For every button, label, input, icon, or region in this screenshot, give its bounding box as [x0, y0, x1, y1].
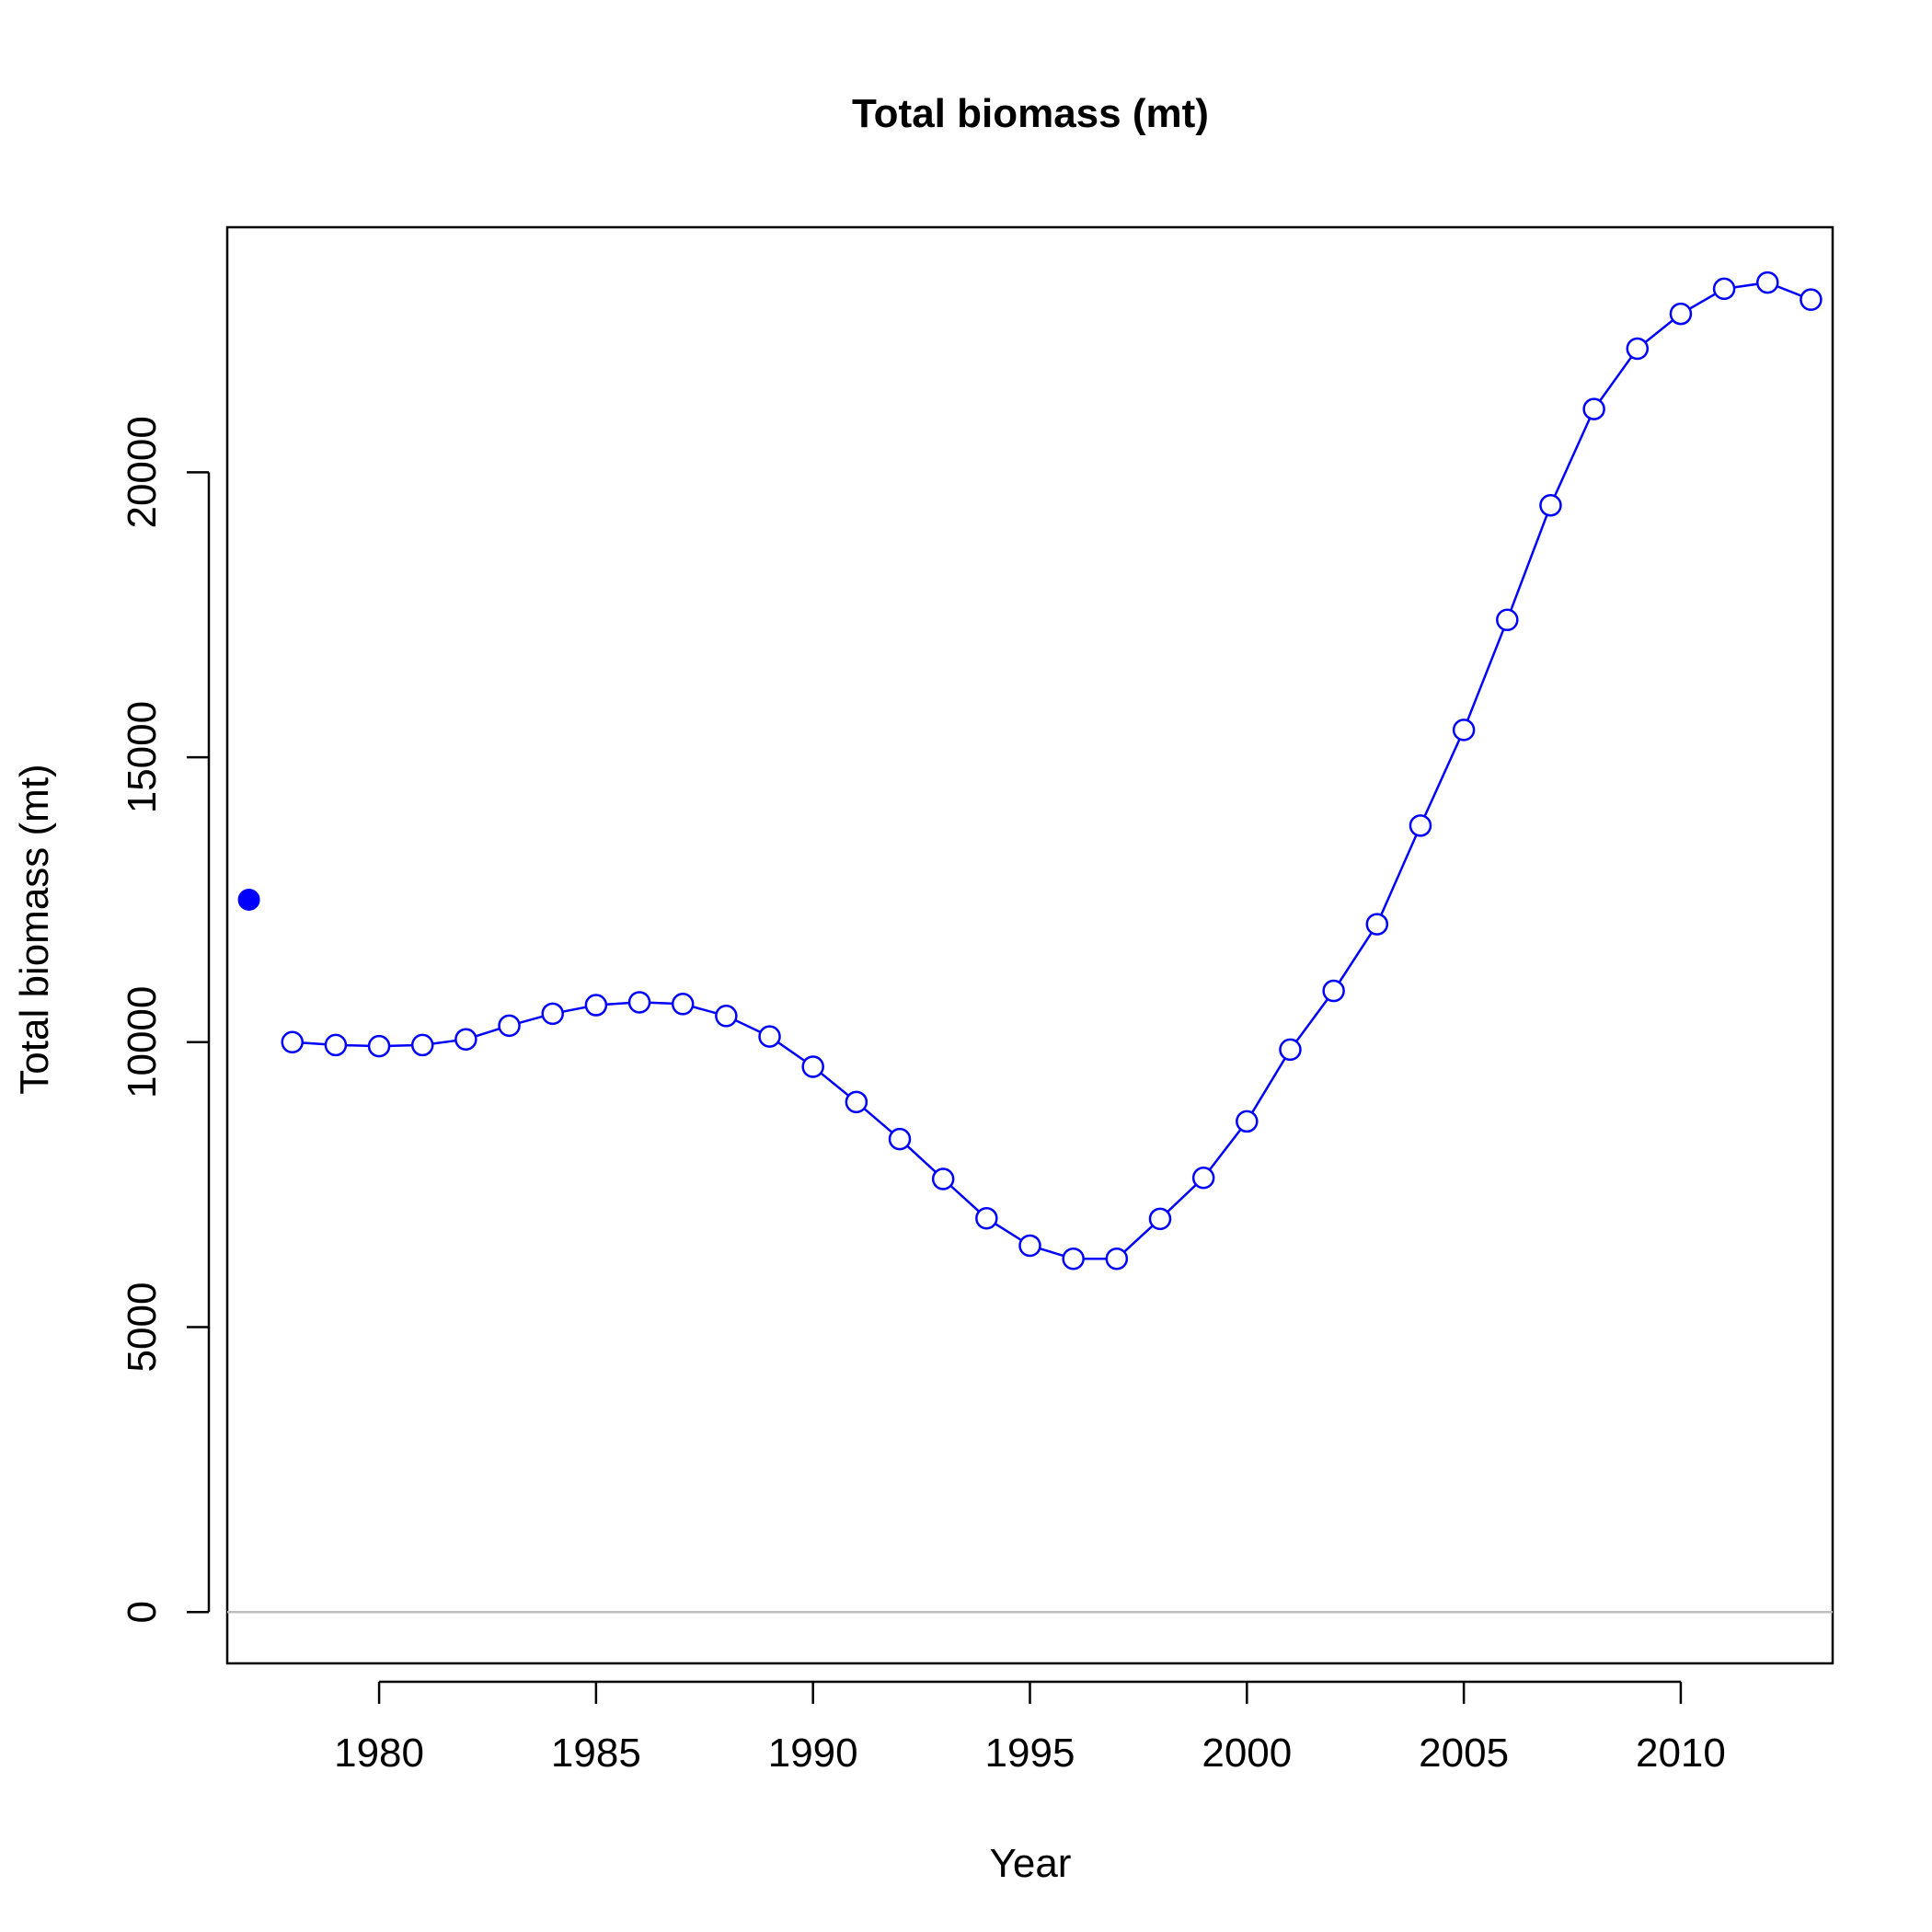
x-tick-label: 2010 — [1636, 1731, 1726, 1776]
biomass-data-point — [931, 1167, 955, 1190]
biomass-data-point — [671, 993, 695, 1016]
biomass-data-point — [1539, 494, 1562, 517]
x-tick-label: 1990 — [768, 1731, 858, 1776]
biomass-data-point — [1279, 1038, 1302, 1062]
y-axis: 0 5000 10000 15000 20000 — [120, 416, 211, 1623]
biomass-data-point — [541, 1002, 564, 1026]
plot-frame — [225, 225, 1834, 1665]
y-tick-label: 5000 — [120, 1282, 165, 1373]
biomass-data-point — [1669, 302, 1693, 326]
biomass-data-point — [1062, 1247, 1085, 1271]
biomass-data-point — [1626, 337, 1650, 361]
biomass-data-point — [1365, 913, 1389, 936]
y-tick-label: 0 — [120, 1601, 165, 1623]
biomass-data-point — [281, 1030, 304, 1054]
biomass-data-point — [498, 1014, 521, 1038]
y-tick-label: 20000 — [120, 416, 165, 528]
biomass-data-point — [1018, 1234, 1041, 1258]
series-layer — [237, 270, 1823, 1271]
biomass-data-point — [410, 1033, 434, 1057]
biomass-data-point — [1582, 397, 1605, 420]
y-tick-label: 15000 — [120, 701, 165, 813]
x-tick-label: 1980 — [334, 1731, 424, 1776]
biomass-data-point — [715, 1005, 738, 1028]
biomass-data-point — [1712, 277, 1736, 301]
biomass-data-point — [1800, 288, 1823, 311]
y-axis-label: Total biomass (mt) — [12, 764, 57, 1094]
x-tick-label: 1985 — [551, 1731, 641, 1776]
biomass-data-point — [845, 1090, 868, 1114]
biomass-data-point — [324, 1033, 348, 1057]
biomass-data-point — [1452, 719, 1476, 742]
x-tick-label: 1995 — [985, 1731, 1075, 1776]
biomass-data-point — [1756, 270, 1779, 294]
biomass-data-point — [1236, 1110, 1259, 1133]
x-tick-label: 2005 — [1419, 1731, 1509, 1776]
biomass-data-point — [801, 1055, 824, 1078]
biomass-data-point — [1496, 608, 1519, 632]
biomass-data-point — [1105, 1247, 1129, 1271]
virgin-biomass-point — [237, 888, 260, 911]
biomass-data-point — [627, 991, 651, 1014]
biomass-data-point — [454, 1028, 477, 1051]
y-tick-label: 10000 — [120, 986, 165, 1098]
chart-title: Total biomass (mt) — [852, 91, 1209, 136]
biomass-data-point — [1148, 1207, 1172, 1231]
biomass-data-point — [1322, 979, 1345, 1003]
x-axis: 1980 1985 1990 1995 2000 2005 2010 — [334, 1680, 1726, 1776]
biomass-data-point — [584, 994, 608, 1017]
biomass-data-point — [367, 1034, 391, 1058]
x-tick-label: 2000 — [1202, 1731, 1292, 1776]
biomass-data-point — [1409, 814, 1432, 837]
biomass-data-point — [888, 1127, 912, 1151]
biomass-data-point — [975, 1206, 998, 1230]
biomass-data-point — [758, 1025, 781, 1048]
biomass-data-point — [1191, 1166, 1215, 1190]
x-axis-label: Year — [990, 1841, 1072, 1886]
